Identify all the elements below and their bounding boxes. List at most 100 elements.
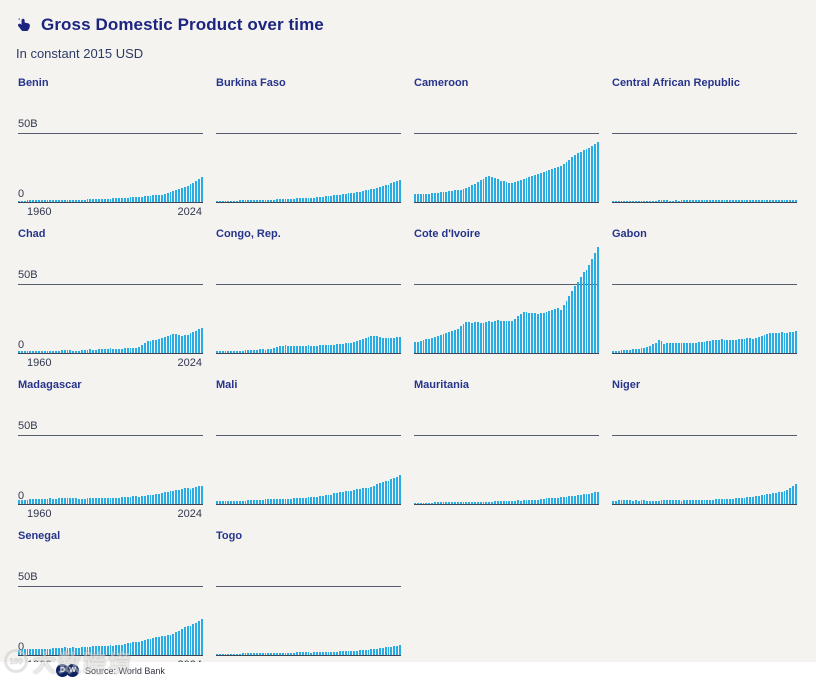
bar[interactable]	[224, 200, 227, 202]
bar[interactable]	[376, 336, 378, 353]
bar[interactable]	[364, 190, 367, 202]
bar[interactable]	[729, 200, 732, 202]
bar[interactable]	[118, 644, 120, 655]
bar[interactable]	[135, 347, 138, 353]
bar[interactable]	[459, 501, 462, 504]
bar[interactable]	[324, 651, 327, 655]
bar[interactable]	[58, 648, 60, 655]
bar[interactable]	[774, 332, 777, 353]
bar[interactable]	[72, 350, 75, 353]
bar[interactable]	[488, 321, 491, 353]
bar[interactable]	[689, 343, 692, 353]
bar[interactable]	[666, 499, 669, 504]
bar[interactable]	[597, 142, 599, 202]
bar[interactable]	[746, 338, 749, 353]
bar[interactable]	[40, 498, 43, 504]
bar[interactable]	[298, 345, 301, 353]
bar[interactable]	[508, 501, 511, 504]
bar[interactable]	[216, 501, 218, 504]
bar[interactable]	[706, 499, 709, 504]
bar[interactable]	[140, 345, 143, 353]
bar[interactable]	[666, 343, 669, 353]
bar[interactable]	[338, 194, 341, 202]
bar[interactable]	[632, 349, 634, 353]
bar[interactable]	[129, 197, 132, 202]
bar[interactable]	[264, 199, 267, 202]
bar[interactable]	[652, 200, 654, 202]
bar[interactable]	[155, 493, 158, 504]
bar[interactable]	[298, 497, 301, 504]
bar[interactable]	[769, 333, 772, 353]
bar[interactable]	[336, 195, 338, 202]
bar[interactable]	[166, 193, 169, 202]
bar[interactable]	[732, 498, 734, 504]
bar[interactable]	[559, 165, 562, 202]
bar[interactable]	[264, 652, 267, 655]
bar[interactable]	[118, 198, 120, 202]
bar[interactable]	[290, 498, 293, 504]
bar[interactable]	[60, 498, 63, 504]
bar[interactable]	[717, 200, 720, 202]
bar[interactable]	[442, 502, 445, 504]
bar[interactable]	[714, 499, 717, 504]
bar[interactable]	[428, 193, 431, 202]
bar[interactable]	[66, 350, 69, 353]
bar[interactable]	[264, 349, 267, 353]
bar[interactable]	[571, 157, 574, 202]
bar[interactable]	[717, 339, 720, 353]
bar[interactable]	[714, 200, 717, 202]
bar[interactable]	[18, 649, 20, 655]
bar[interactable]	[230, 200, 233, 202]
bar[interactable]	[459, 189, 462, 202]
bar[interactable]	[594, 143, 596, 202]
bar[interactable]	[626, 349, 629, 353]
bar[interactable]	[253, 500, 256, 504]
bar[interactable]	[479, 180, 482, 202]
bar[interactable]	[792, 486, 794, 504]
bar[interactable]	[396, 645, 398, 655]
bar[interactable]	[43, 498, 46, 504]
bar[interactable]	[769, 493, 772, 504]
bar[interactable]	[393, 646, 396, 655]
bar[interactable]	[333, 195, 336, 202]
bar[interactable]	[247, 200, 250, 202]
bar[interactable]	[307, 652, 310, 655]
bar[interactable]	[186, 626, 189, 655]
bar[interactable]	[536, 499, 539, 504]
bar[interactable]	[614, 200, 617, 202]
bar[interactable]	[454, 190, 456, 202]
bar[interactable]	[448, 502, 451, 504]
bar[interactable]	[350, 490, 353, 504]
bar[interactable]	[442, 192, 445, 202]
bar[interactable]	[143, 640, 146, 655]
bar[interactable]	[189, 488, 192, 504]
bar[interactable]	[46, 498, 49, 504]
bar[interactable]	[227, 653, 230, 655]
bar[interactable]	[700, 200, 703, 202]
bar[interactable]	[465, 321, 468, 353]
bar[interactable]	[422, 193, 425, 202]
bar[interactable]	[496, 320, 499, 353]
bar[interactable]	[341, 492, 344, 504]
bar[interactable]	[95, 349, 98, 353]
bar[interactable]	[126, 197, 129, 202]
bar[interactable]	[86, 498, 89, 504]
bar[interactable]	[218, 200, 221, 202]
bar[interactable]	[468, 501, 471, 504]
bar[interactable]	[654, 500, 657, 504]
bar[interactable]	[680, 500, 683, 504]
bar[interactable]	[40, 648, 43, 655]
bar[interactable]	[296, 198, 298, 202]
bar[interactable]	[720, 339, 723, 353]
bar[interactable]	[663, 500, 666, 504]
bar[interactable]	[333, 493, 336, 504]
bar[interactable]	[333, 344, 336, 353]
bar[interactable]	[92, 199, 95, 202]
bar[interactable]	[195, 180, 198, 202]
bar[interactable]	[743, 339, 746, 353]
bar[interactable]	[361, 339, 364, 353]
bar[interactable]	[115, 198, 118, 202]
bar[interactable]	[224, 501, 227, 504]
bar[interactable]	[258, 500, 261, 504]
bar[interactable]	[666, 200, 669, 202]
